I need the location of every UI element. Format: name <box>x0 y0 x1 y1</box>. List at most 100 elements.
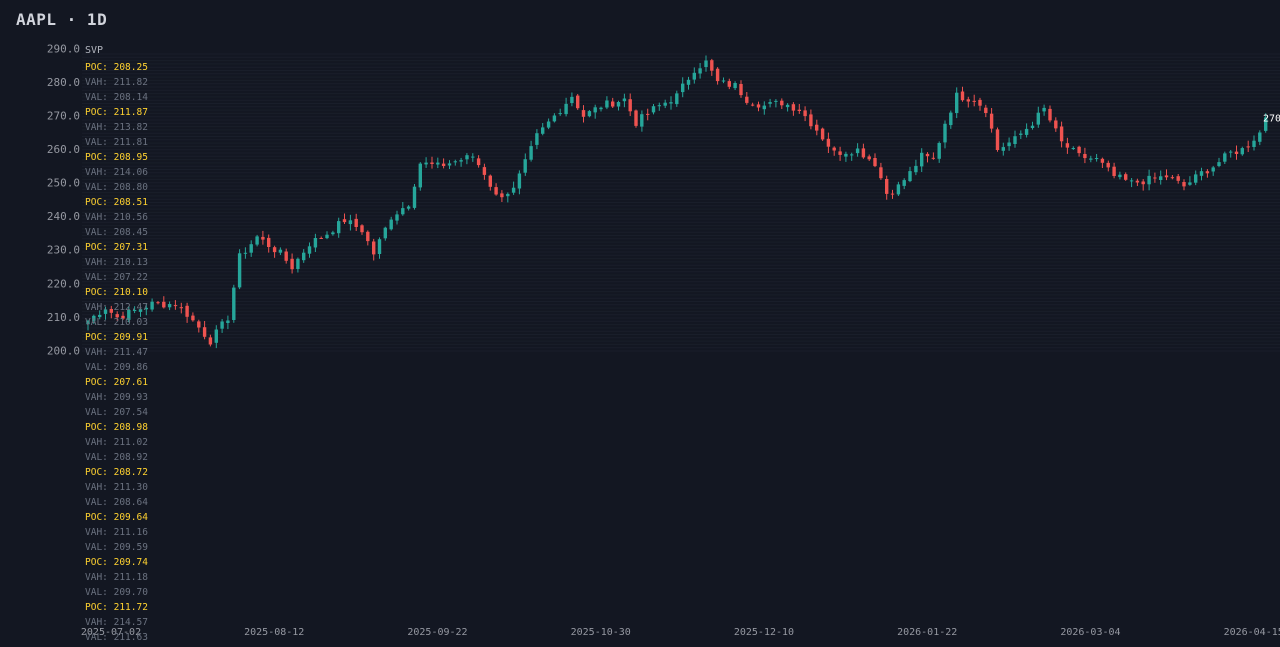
price-grid <box>82 53 1280 352</box>
candle-body <box>721 80 726 82</box>
x-tick-label: 2026-01-22 <box>897 627 957 638</box>
candle-body <box>931 157 935 159</box>
candle-body <box>226 320 230 323</box>
candle-body <box>482 167 487 175</box>
svp-vah-label: VAH: 211.82 <box>85 77 148 88</box>
svp-poc-label: POC: 211.72 <box>85 602 148 613</box>
candle-body <box>173 305 178 307</box>
candle-body <box>447 163 452 166</box>
svp-vah-label: VAH: 209.93 <box>85 392 148 403</box>
svp-vah-label: VAH: 214.06 <box>85 167 148 178</box>
candle-body <box>937 143 941 159</box>
y-tick-label: 210.0 <box>47 311 80 324</box>
svp-vah-label: VAH: 211.18 <box>85 572 148 583</box>
candle-body <box>302 252 306 261</box>
candle-body <box>1188 182 1192 185</box>
candle-body <box>896 184 901 195</box>
candle-body <box>698 68 702 74</box>
candle-body <box>622 98 627 102</box>
svp-poc-label: POC: 209.74 <box>85 557 148 568</box>
candle-body <box>1211 167 1215 172</box>
candle-body <box>185 305 189 317</box>
svp-val-label: VAL: 207.22 <box>85 272 148 283</box>
candle-body <box>1129 180 1134 182</box>
candle-body <box>704 60 708 67</box>
candle-body <box>453 161 457 163</box>
svp-level-list: POC: 208.25 VAH: 211.82 VAL: 208.14 POC: 21… <box>85 62 148 647</box>
candle-body <box>750 104 755 106</box>
candle-body <box>132 310 137 311</box>
candle-body <box>261 236 265 240</box>
svp-poc-label: POC: 210.10 <box>85 287 148 298</box>
candle-body <box>441 163 446 166</box>
svp-vah-label: VAH: 210.56 <box>85 212 148 223</box>
candle-body <box>1071 148 1075 149</box>
candle-body <box>943 123 947 143</box>
candle-body <box>733 83 737 89</box>
candle-body <box>879 167 883 179</box>
candle-body <box>109 309 113 313</box>
svp-val-label: VAL: 208.92 <box>85 452 148 463</box>
candle-body <box>984 107 988 113</box>
x-tick-label: 2025-09-22 <box>407 627 467 638</box>
candle-body <box>681 83 685 93</box>
candle-body <box>1112 166 1116 176</box>
candle-body <box>191 315 195 321</box>
svp-poc-label: POC: 208.98 <box>85 422 148 433</box>
candle-body <box>436 162 440 165</box>
candle-body <box>920 152 924 167</box>
candle-body <box>459 160 463 162</box>
candle-body <box>1141 181 1145 185</box>
x-tick-label: 2026-03-04 <box>1060 627 1120 638</box>
candle-body <box>966 99 970 102</box>
candle-body <box>162 301 166 308</box>
candle-body <box>925 153 930 157</box>
svp-val-label: VAL: 211.81 <box>85 137 148 148</box>
candle-body <box>202 327 207 337</box>
candle-body <box>366 231 370 242</box>
svp-val-label: VAL: 208.45 <box>85 227 148 238</box>
candle-body <box>651 106 656 113</box>
y-tick-label: 250.0 <box>47 177 80 190</box>
candle-body <box>372 241 376 255</box>
candle-body <box>360 225 364 233</box>
y-tick-label: 270.0 <box>47 109 80 122</box>
candle-body <box>826 138 831 147</box>
candle-body <box>337 221 341 234</box>
candle-body <box>255 236 259 245</box>
candle-body <box>517 173 522 189</box>
svp-poc-label: POC: 208.25 <box>85 62 148 73</box>
candle-body <box>1001 147 1005 151</box>
candle-body <box>232 287 236 320</box>
candle-body <box>389 219 393 230</box>
candle-body <box>307 246 312 254</box>
candle-body <box>949 112 953 126</box>
candle-body <box>908 171 912 182</box>
candle-body <box>1124 174 1128 180</box>
candle-body <box>1217 162 1221 166</box>
candle-body <box>1024 128 1029 135</box>
candle-body <box>605 100 609 108</box>
candle-body <box>657 105 661 107</box>
candle-body <box>669 102 673 104</box>
candle-body <box>844 153 848 157</box>
candle-body <box>412 186 417 208</box>
candle-body <box>902 180 906 186</box>
candle-body <box>1223 153 1227 162</box>
svp-val-label: VAL: 211.63 <box>85 632 148 643</box>
x-tick-label: 2025-08-12 <box>244 627 304 638</box>
candle-body <box>197 321 201 328</box>
candle-body <box>296 258 300 269</box>
svp-val-label: VAL: 209.86 <box>85 362 148 373</box>
chart-title: AAPL · 1D <box>16 10 108 29</box>
candle-body <box>576 95 580 109</box>
svp-vah-label: VAH: 214.57 <box>85 617 148 628</box>
candle-body <box>739 84 743 96</box>
candle-body <box>214 329 218 343</box>
candle-body <box>319 238 323 239</box>
candle-body <box>476 158 481 166</box>
candle-body <box>1135 180 1140 183</box>
candle-body <box>809 114 813 127</box>
candle-body <box>1246 146 1250 148</box>
